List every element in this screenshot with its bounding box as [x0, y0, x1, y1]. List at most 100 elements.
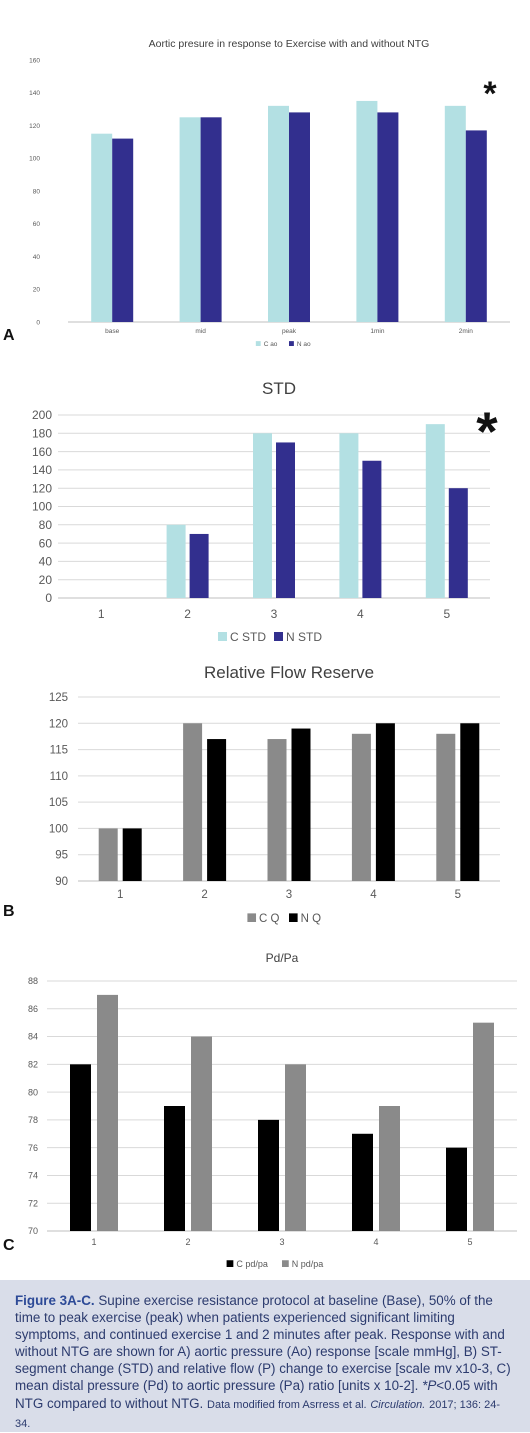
bar [448, 488, 468, 598]
bar [98, 828, 118, 881]
y-tick-label: 40 [39, 555, 53, 569]
legend-label: C Q [259, 913, 280, 925]
y-tick-label: 60 [33, 221, 41, 228]
y-tick-label: 110 [50, 771, 68, 783]
y-tick-label: 140 [32, 463, 52, 477]
legend: C STD N STD [218, 630, 322, 644]
legend-label: C ao [264, 341, 278, 348]
legend-swatch [282, 1260, 289, 1267]
bar [122, 828, 142, 881]
y-tick-label: 20 [39, 573, 53, 587]
legend-swatch [289, 341, 294, 346]
y-tick-label: 86 [28, 1004, 38, 1014]
x-tick-label: 4 [370, 889, 377, 901]
chart-title: STD [262, 379, 296, 398]
figure-caption: Figure 3A-C. Supine exercise resistance … [0, 1280, 530, 1432]
x-tick-label: 4 [357, 607, 364, 621]
y-tick-label: 84 [28, 1032, 38, 1042]
legend-label: C STD [230, 630, 266, 644]
bar [276, 442, 295, 598]
legend-swatch [226, 1260, 234, 1267]
caption-p-symbol: *P [422, 1378, 437, 1394]
y-tick-label: 180 [32, 427, 52, 441]
legend-swatch [274, 632, 283, 641]
chart-title: Relative Flow Reserve [204, 663, 374, 682]
legend-label: N Q [301, 913, 322, 925]
panel-label: B [3, 903, 15, 920]
y-tick-label: 140 [29, 90, 40, 97]
y-tick-label: 0 [45, 591, 52, 605]
legend-label: N STD [286, 630, 322, 644]
significance-asterisk: * [483, 75, 497, 113]
bar [166, 524, 186, 598]
y-tick-label: 40 [33, 254, 41, 261]
chart-3: Relative Flow Reserve 90 95 100 105 110 115 120… [3, 663, 500, 925]
legend-swatch [289, 913, 298, 922]
chart-title: Aortic presure in response to Exercise w… [149, 38, 430, 50]
y-tick-label: 88 [28, 976, 38, 986]
x-tick-label: 3 [271, 607, 278, 621]
legend: C pd/pa N pd/pa [226, 1259, 324, 1269]
bar [268, 105, 289, 322]
bar [97, 994, 118, 1231]
bar [258, 1119, 279, 1231]
bar [91, 133, 113, 322]
bar [375, 723, 395, 881]
y-tick-label: 120 [29, 123, 40, 130]
y-tick-label: 115 [50, 745, 68, 757]
y-tick-label: 60 [39, 536, 53, 550]
y-tick-label: 70 [28, 1226, 38, 1236]
y-tick-label: 20 [33, 287, 41, 294]
y-tick-label: 80 [33, 188, 41, 195]
caption-text: Supine exercise resistance protocol at b… [15, 1293, 511, 1394]
y-tick-label: 72 [28, 1198, 38, 1208]
x-tick-label: 4 [373, 1237, 378, 1247]
y-tick-label: 78 [28, 1115, 38, 1125]
y-tick-label: 95 [55, 850, 68, 862]
y-tick-label: 120 [49, 718, 68, 730]
chart-title: Pd/Pa [266, 951, 299, 965]
y-tick-label: 100 [49, 823, 68, 835]
bar [285, 1064, 306, 1231]
y-tick-label: 90 [55, 876, 68, 888]
bar [460, 723, 480, 881]
bar [425, 424, 445, 598]
x-tick-label: 1min [370, 328, 384, 335]
bar [444, 105, 466, 322]
significance-asterisk: * [476, 400, 498, 462]
bar [379, 1106, 400, 1231]
x-tick-label: 5 [443, 607, 450, 621]
x-tick-label: base [105, 328, 119, 335]
y-tick-label: 80 [39, 518, 53, 532]
caption-source-journal: Circulation. [370, 1398, 426, 1411]
y-tick-label: 125 [49, 692, 68, 704]
y-tick-label: 105 [49, 797, 68, 809]
x-tick-label: 1 [98, 607, 105, 621]
bar [339, 433, 359, 598]
legend: C ao N ao [255, 341, 311, 348]
bar [362, 460, 382, 598]
bar [351, 733, 371, 881]
legend-swatch [218, 632, 227, 641]
chart-1: Aortic presure in response to Exercise w… [3, 38, 510, 348]
panel-label: A [3, 327, 15, 344]
bar [289, 112, 310, 323]
y-tick-label: 82 [28, 1059, 38, 1069]
legend-label: N pd/pa [292, 1259, 324, 1269]
y-tick-label: 74 [28, 1171, 38, 1181]
figure-charts: Aortic presure in response to Exercise w… [3, 38, 517, 1269]
chart-2: STD 0 20 40 60 80 100 120 140 160 180 200 1 2 3 4 5 C STD… [32, 379, 498, 644]
legend-label: C pd/pa [236, 1259, 268, 1269]
y-tick-label: 160 [29, 57, 40, 64]
caption-p-text: <0.05 with NTG compared to without NTG. [15, 1378, 498, 1411]
x-tick-label: 3 [279, 1237, 284, 1247]
legend-swatch [255, 341, 261, 346]
y-tick-label: 200 [32, 408, 52, 422]
panel-label: C [3, 1237, 15, 1254]
bar [465, 130, 487, 322]
bar [253, 433, 272, 598]
x-tick-label: 2min [459, 328, 473, 335]
x-tick-label: 5 [455, 889, 461, 901]
bar [377, 112, 399, 323]
